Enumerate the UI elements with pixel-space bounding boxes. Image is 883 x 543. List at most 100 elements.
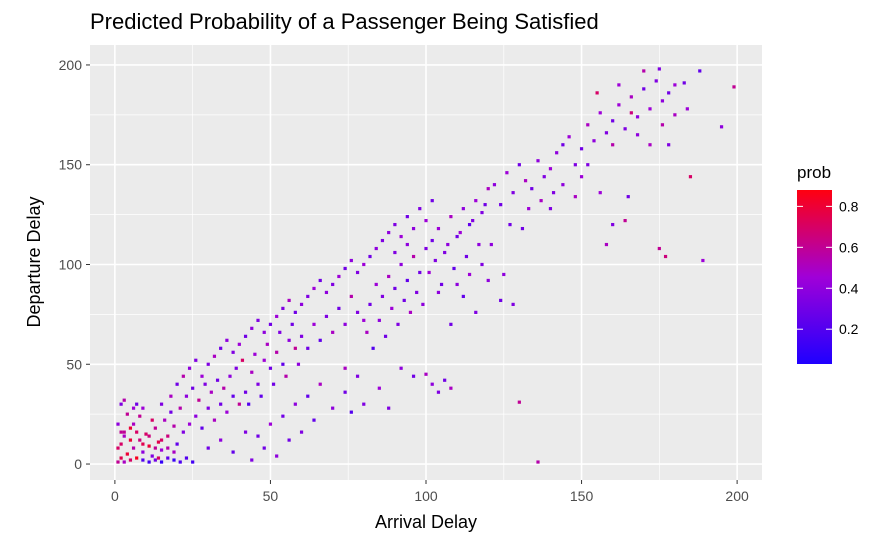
heatmap-tile: [424, 372, 428, 376]
heatmap-tile: [436, 290, 441, 295]
heatmap-tile: [122, 460, 126, 464]
heatmap-tile: [247, 402, 251, 406]
heatmap-tile: [536, 159, 540, 163]
heatmap-tile: [598, 111, 602, 115]
heatmap-tile: [172, 458, 176, 462]
heatmap-tile: [191, 386, 195, 390]
heatmap-tile: [424, 218, 428, 223]
heatmap-tile: [169, 410, 173, 414]
heatmap-tile: [586, 163, 590, 167]
heatmap-tile: [147, 434, 151, 438]
heatmap-tile: [281, 306, 285, 310]
chart-title: Predicted Probability of a Passenger Bei…: [90, 9, 599, 34]
heatmap-tile: [337, 274, 341, 279]
y-axis: 0 50 100 150 200: [59, 57, 90, 472]
heatmap-tile: [237, 402, 241, 406]
heatmap-tile: [237, 342, 241, 346]
heatmap-tile: [660, 99, 665, 103]
heatmap-tile: [499, 203, 503, 207]
heatmap-tile: [393, 286, 397, 291]
heatmap-tile: [405, 242, 409, 247]
heatmap-tile: [452, 266, 456, 271]
heatmap-tile: [657, 246, 661, 251]
heatmap-tile: [343, 266, 347, 271]
heatmap-tile: [141, 406, 145, 410]
heatmap-tile: [483, 203, 487, 207]
heatmap-tile: [411, 254, 416, 259]
heatmap-tile: [418, 207, 422, 211]
heatmap-tile: [306, 346, 310, 350]
heatmap-tile: [561, 143, 565, 147]
heatmap-tile: [299, 334, 304, 338]
heatmap-tile: [555, 151, 559, 155]
heatmap-tile: [281, 362, 285, 366]
legend-tick-label: 0.4: [839, 280, 859, 296]
heatmap-tile: [536, 460, 540, 464]
heatmap-tile: [343, 390, 347, 394]
heatmap-tile: [222, 386, 226, 390]
heatmap-tile: [648, 107, 652, 111]
heatmap-tile: [234, 366, 238, 370]
heatmap-tile: [231, 350, 235, 354]
heatmap-tile: [455, 234, 459, 239]
heatmap-tile: [243, 430, 248, 434]
heatmap-tile: [732, 85, 736, 89]
legend-tick-label: 0.6: [839, 239, 859, 255]
major-gridlines: [90, 45, 762, 480]
heatmap-tile: [399, 234, 403, 239]
heatmap-tile: [287, 438, 291, 442]
heatmap-tile: [275, 350, 279, 354]
heatmap-tile: [520, 226, 525, 231]
heatmap-tile: [253, 352, 257, 356]
heatmap-tile: [125, 412, 129, 416]
heatmap-tile: [144, 432, 148, 436]
heatmap-tile: [116, 422, 120, 426]
heatmap-tile: [427, 270, 431, 275]
heatmap-tile: [477, 242, 481, 247]
heatmap-tile: [122, 398, 126, 402]
heatmap-tile: [275, 454, 279, 458]
heatmap-tile: [159, 402, 164, 406]
heatmap-tile: [673, 83, 677, 87]
heatmap-tile: [215, 378, 220, 382]
heatmap-tile: [368, 254, 372, 259]
heatmap-tile: [436, 390, 441, 394]
heatmap-tile: [642, 87, 646, 91]
heatmap-tile: [256, 382, 260, 386]
legend-tick-label: 0.8: [839, 198, 859, 214]
heatmap-tile: [281, 414, 285, 418]
legend-tick-label: 0.2: [839, 321, 859, 337]
heatmap-tile: [626, 195, 630, 199]
heatmap-tile: [194, 358, 198, 362]
heatmap-tile: [312, 286, 316, 291]
heatmap-tile: [166, 446, 170, 450]
heatmap-tile: [119, 430, 123, 434]
heatmap-tile: [405, 278, 409, 283]
x-tick-label: 50: [263, 488, 279, 504]
heatmap-tile: [355, 374, 360, 378]
heatmap-tile: [268, 422, 273, 426]
heatmap-tile: [499, 298, 503, 303]
heatmap-tile: [408, 310, 413, 314]
heatmap-tile: [128, 458, 133, 462]
heatmap-tile: [511, 191, 515, 195]
heatmap-tile: [306, 294, 310, 299]
heatmap-tile: [219, 438, 223, 442]
heatmap-tile: [306, 394, 310, 398]
heatmap-tile: [579, 175, 584, 179]
heatmap-tile: [539, 199, 543, 203]
heatmap-tile: [489, 242, 493, 247]
heatmap-tile: [411, 374, 416, 378]
heatmap-tile: [159, 438, 164, 442]
heatmap-tile: [203, 382, 207, 386]
heatmap-tile: [548, 167, 553, 171]
heatmap-tile: [343, 366, 347, 370]
heatmap-tile: [542, 175, 546, 179]
heatmap-tile: [250, 458, 254, 462]
heatmap-tile: [635, 115, 640, 119]
heatmap-tile: [449, 386, 453, 390]
heatmap-tile: [654, 79, 658, 83]
heatmap-tile: [290, 322, 294, 326]
heatmap-tile: [256, 318, 260, 322]
